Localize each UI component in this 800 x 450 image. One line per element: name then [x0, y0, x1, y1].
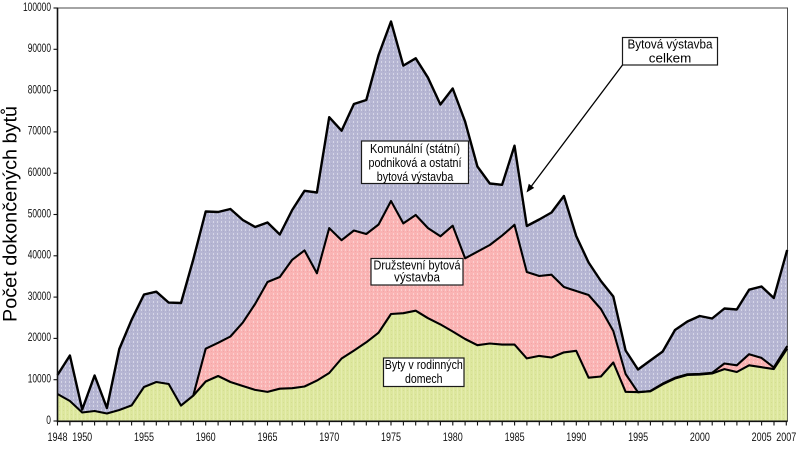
svg-text:70000: 70000	[28, 125, 51, 138]
svg-text:1960: 1960	[196, 430, 216, 444]
svg-text:80000: 80000	[28, 83, 51, 96]
svg-text:Počet dokončených bytů: Počet dokončených bytů	[1, 106, 22, 322]
svg-text:0: 0	[46, 414, 51, 427]
svg-text:20000: 20000	[28, 331, 51, 344]
svg-text:1965: 1965	[258, 430, 278, 444]
svg-text:výstavba: výstavba	[394, 270, 441, 285]
svg-text:1975: 1975	[381, 430, 401, 444]
svg-text:Družstevní bytová: Družstevní bytová	[374, 258, 462, 273]
svg-text:100000: 100000	[23, 1, 51, 14]
svg-text:50000: 50000	[28, 207, 51, 220]
svg-text:60000: 60000	[28, 166, 51, 179]
svg-text:30000: 30000	[28, 290, 51, 303]
svg-text:Komunální (státní): Komunální (státní)	[370, 141, 460, 156]
svg-text:1950: 1950	[72, 430, 92, 444]
svg-text:1980: 1980	[443, 430, 463, 444]
svg-text:2000: 2000	[690, 430, 710, 444]
svg-text:podniková a ostatní: podniková a ostatní	[369, 155, 462, 170]
svg-text:domech: domech	[405, 371, 443, 386]
svg-text:2007: 2007	[776, 430, 796, 444]
svg-text:1990: 1990	[566, 430, 586, 444]
svg-text:1985: 1985	[505, 430, 525, 444]
svg-text:Byty v rodinných: Byty v rodinných	[385, 357, 463, 372]
svg-text:Bytová výstavba: Bytová výstavba	[628, 37, 714, 52]
svg-text:bytová výstavba: bytová výstavba	[377, 169, 454, 184]
svg-text:2005: 2005	[752, 430, 772, 444]
svg-text:1955: 1955	[134, 430, 154, 444]
svg-text:90000: 90000	[28, 42, 51, 55]
svg-text:40000: 40000	[28, 249, 51, 262]
svg-text:1970: 1970	[319, 430, 339, 444]
svg-text:1948: 1948	[48, 430, 68, 444]
svg-text:1995: 1995	[628, 430, 648, 444]
svg-text:10000: 10000	[28, 373, 51, 386]
svg-text:celkem: celkem	[649, 51, 692, 66]
